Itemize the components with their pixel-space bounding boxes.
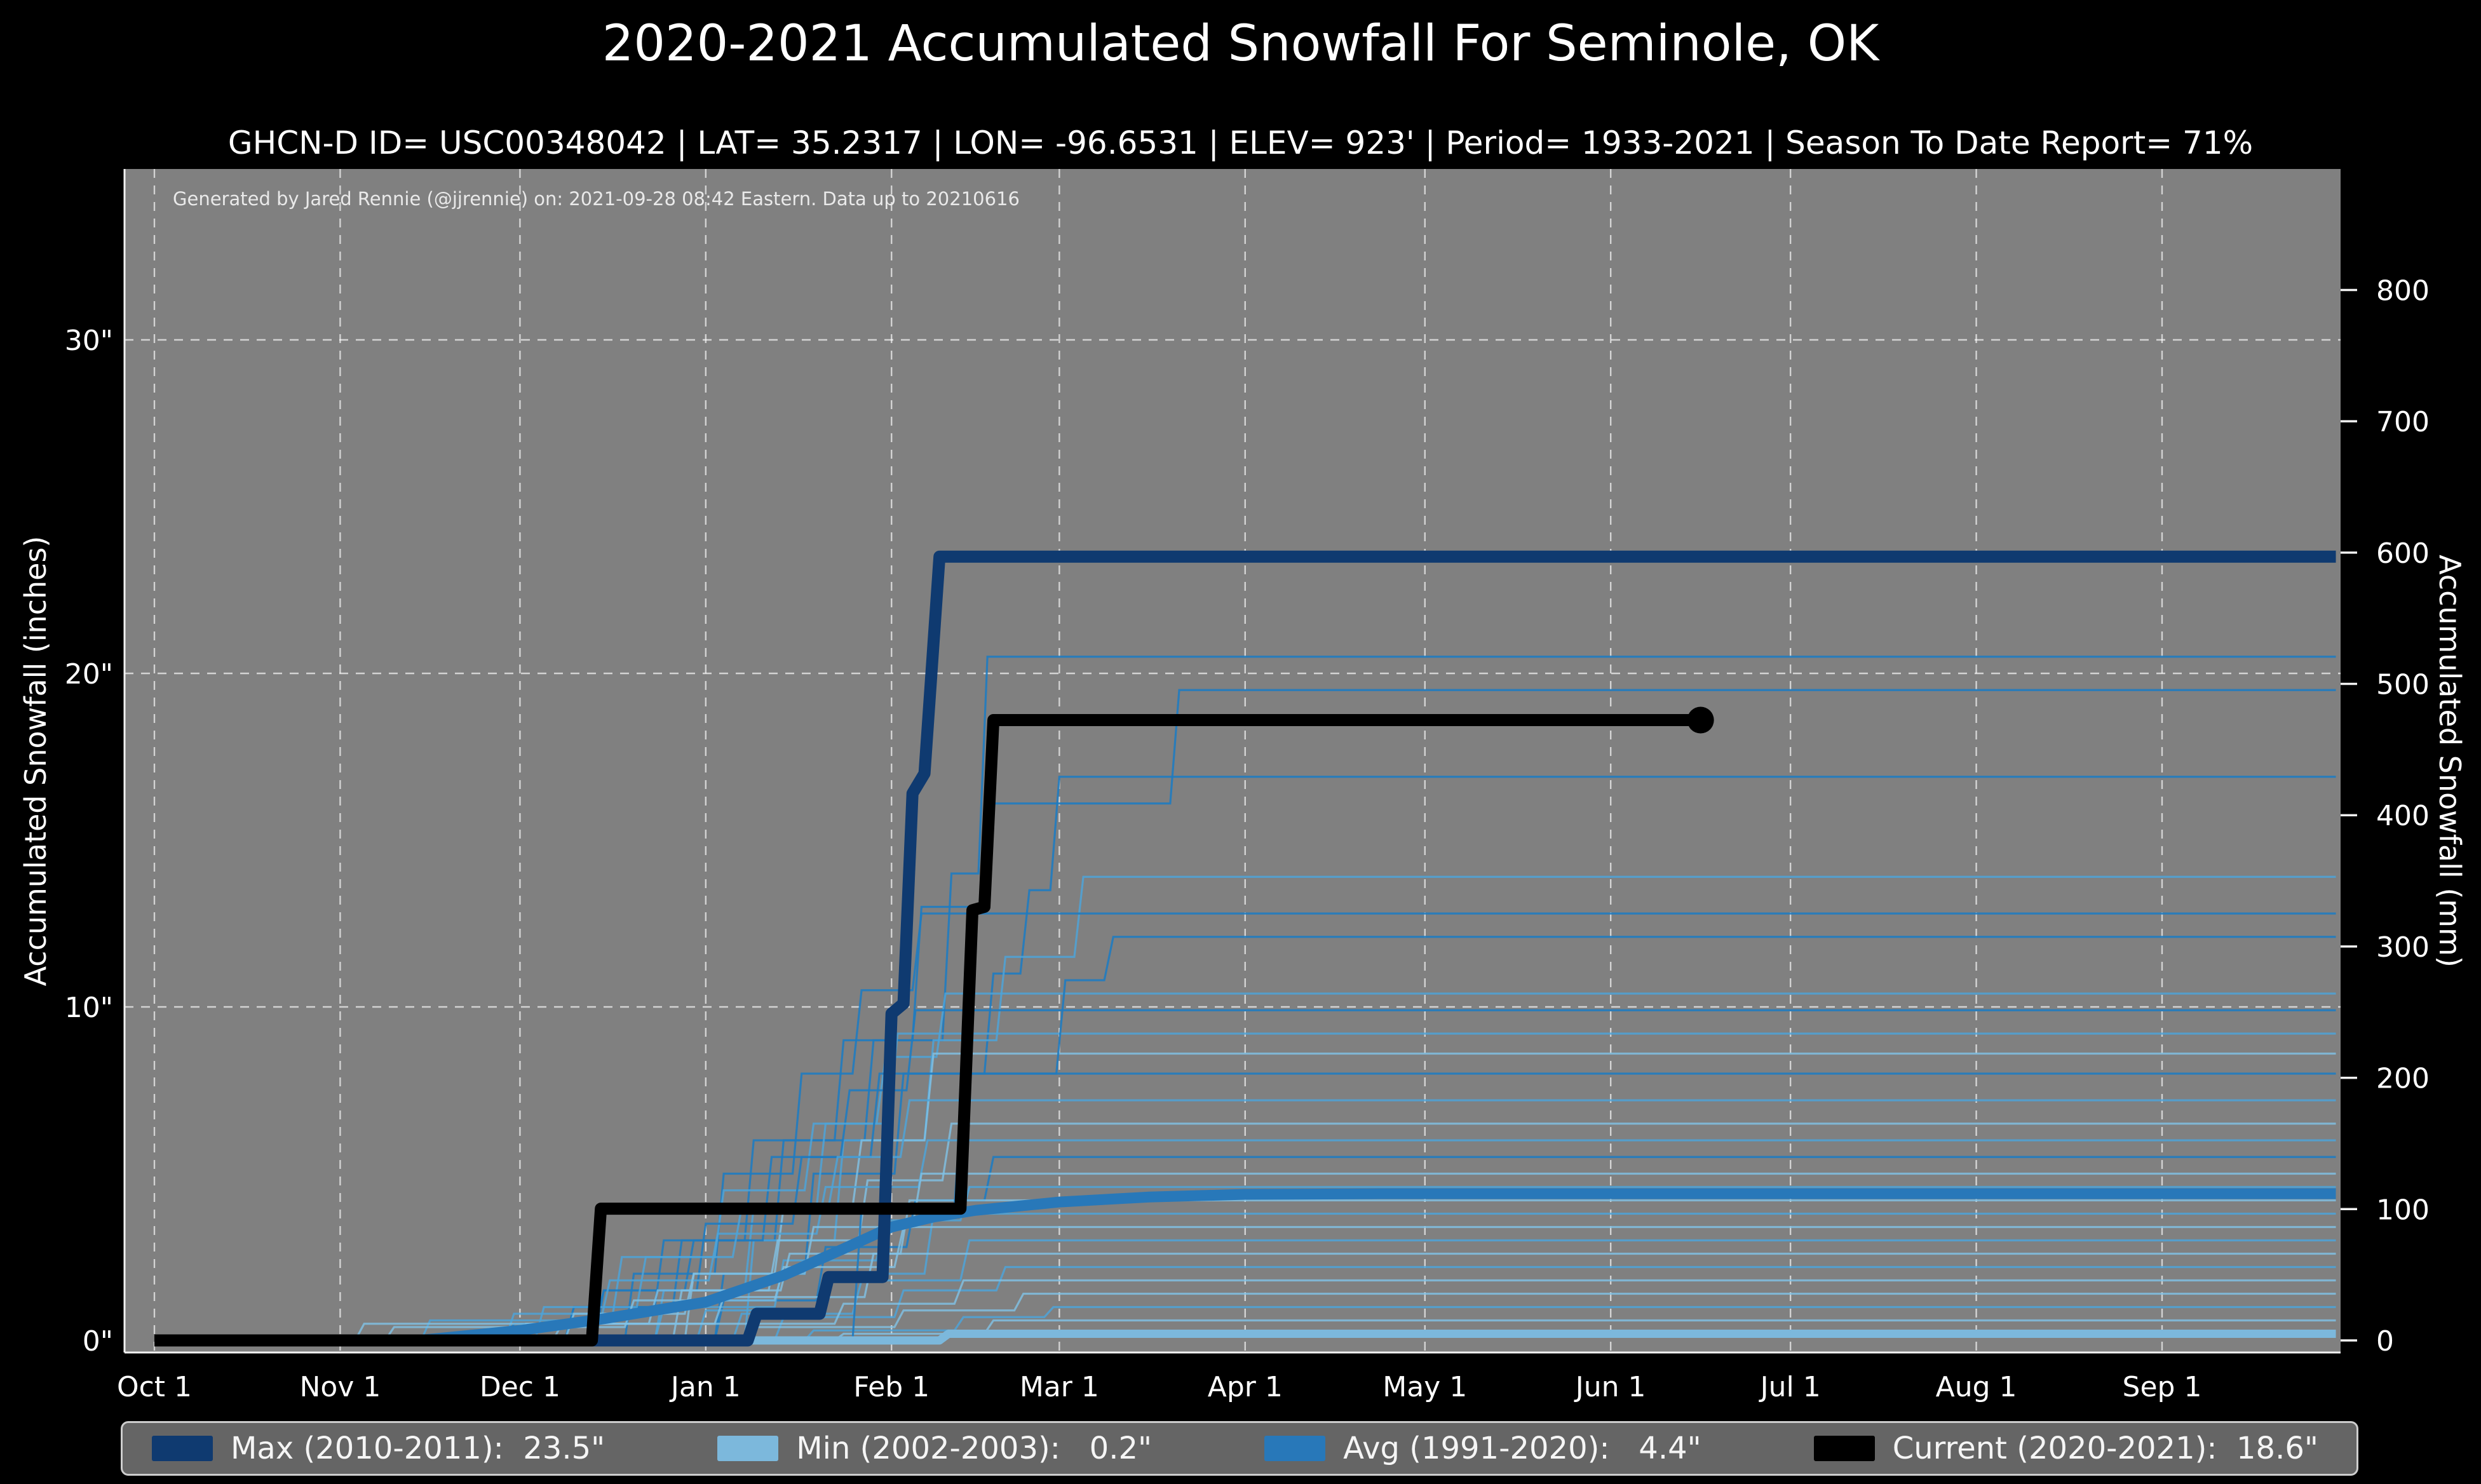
- x-tick-label: Jul 1: [1759, 1371, 1821, 1403]
- y-right-tick-label: 400: [2376, 800, 2430, 832]
- legend-item: Max (2010-2011): 23.5": [152, 1431, 605, 1466]
- y-left-tick-label: 10": [65, 992, 113, 1024]
- page-title: 2020-2021 Accumulated Snowfall For Semin…: [602, 15, 1879, 72]
- y-right-tick-label: 500: [2376, 669, 2430, 701]
- y-left-tick-label: 30": [65, 325, 113, 357]
- legend: Max (2010-2011): 23.5" Min (2002-2003): 0…: [121, 1421, 2358, 1476]
- legend-item: Avg (1991-2020): 4.4": [1264, 1431, 1701, 1466]
- historical-year-line: [154, 912, 2336, 1342]
- credit-annotation: Generated by Jared Rennie (@jjrennie) on…: [173, 188, 1020, 210]
- y-right-tick-label: 100: [2376, 1194, 2430, 1226]
- x-tick-label: Apr 1: [1208, 1371, 1283, 1403]
- avg-line: [154, 1188, 2336, 1346]
- x-tick-label: Jan 1: [669, 1371, 741, 1403]
- x-tick-label: May 1: [1382, 1371, 1467, 1403]
- y-right-tick-label: 600: [2376, 537, 2430, 570]
- current-end-dot: [1687, 706, 1714, 734]
- x-tick-label: Oct 1: [117, 1371, 192, 1403]
- legend-item: Min (2002-2003): 0.2": [717, 1431, 1152, 1466]
- y-right-tick-label: 800: [2376, 274, 2430, 307]
- x-tick-label: Sep 1: [2123, 1371, 2202, 1403]
- station-subtitle: GHCN-D ID= USC00348042 | LAT= 35.2317 | …: [227, 125, 2254, 161]
- legend-label: Max (2010-2011): 23.5": [231, 1431, 605, 1466]
- legend-label: Avg (1991-2020): 4.4": [1343, 1431, 1701, 1466]
- legend-item: Current (2020-2021): 18.6": [1813, 1431, 2318, 1466]
- x-tick-label: Jun 1: [1574, 1371, 1646, 1403]
- legend-swatch: [1264, 1436, 1326, 1461]
- historical-year-line: [154, 1156, 2336, 1342]
- y-right-tick-label: 0: [2376, 1325, 2394, 1358]
- historical-year-line: [154, 992, 2336, 1342]
- y-left-tick-label: 0": [83, 1325, 113, 1358]
- y-right-tick-label: 700: [2376, 406, 2430, 438]
- legend-label: Min (2002-2003): 0.2": [796, 1431, 1153, 1466]
- y-axis-left-title: Accumulated Snowfall (inches): [18, 536, 53, 987]
- legend-swatch: [1813, 1436, 1875, 1461]
- legend-label: Current (2020-2021): 18.6": [1892, 1431, 2318, 1466]
- current-line: [154, 714, 1701, 1347]
- x-tick-label: Nov 1: [299, 1371, 381, 1403]
- legend-swatch: [152, 1436, 213, 1461]
- legend-swatch: [717, 1436, 779, 1461]
- y-right-tick-label: 300: [2376, 931, 2430, 964]
- x-tick-label: Feb 1: [853, 1371, 930, 1403]
- x-tick-label: Dec 1: [480, 1371, 560, 1403]
- historical-year-line: [154, 1123, 2336, 1342]
- historical-year-line: [154, 1009, 2336, 1342]
- historical-year-line: [154, 1099, 2336, 1342]
- x-tick-label: Mar 1: [1020, 1371, 1099, 1403]
- y-axis-right-title: Accumulated Snowfall (mm): [2433, 555, 2467, 968]
- plot-area: [125, 169, 2341, 1352]
- max-line: [154, 550, 2336, 1347]
- y-right-tick-label: 200: [2376, 1063, 2430, 1095]
- x-tick-label: Aug 1: [1936, 1371, 2017, 1403]
- y-left-tick-label: 20": [65, 658, 113, 691]
